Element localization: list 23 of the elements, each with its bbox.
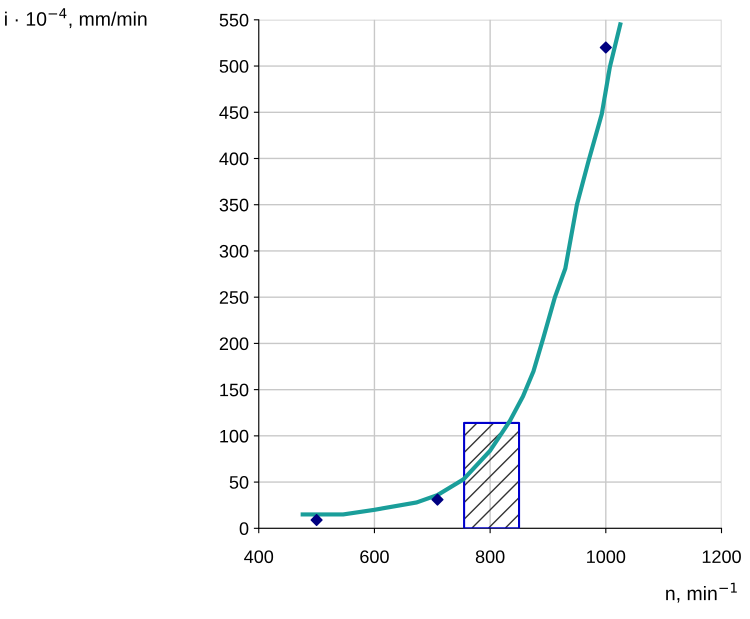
line-series [300,22,622,517]
y-tick-label: 100 [220,430,248,443]
y-tick-label: 250 [220,291,248,304]
y-tick-label: 200 [220,337,248,350]
y-tick-label: 300 [220,244,248,258]
x-axis-title: n, min$^{−1}$ [666,582,737,603]
point [431,494,444,506]
y-tick-label: 450 [219,106,248,119]
y-tick-label: 50 [230,476,248,489]
y-tick-label: 400 [219,152,248,166]
y-tick-label: 500 [220,60,248,73]
point [310,514,323,526]
x-tick-label: 600 [360,550,389,564]
x-tick-label: 1000 [587,550,626,564]
y-axis-title: i · 10$^{−4}$, mm/min [5,8,146,28]
x-tick-label: 400 [244,550,274,564]
y-tick-label: 350 [220,198,248,212]
y-tick-label: 150 [220,384,248,396]
point [600,41,612,54]
x-tick-label: 800 [476,550,504,564]
y-tick-label: 0 [240,522,248,536]
y-tick-label: 550 [220,14,248,27]
x-tick-label: 1200 [702,550,741,564]
